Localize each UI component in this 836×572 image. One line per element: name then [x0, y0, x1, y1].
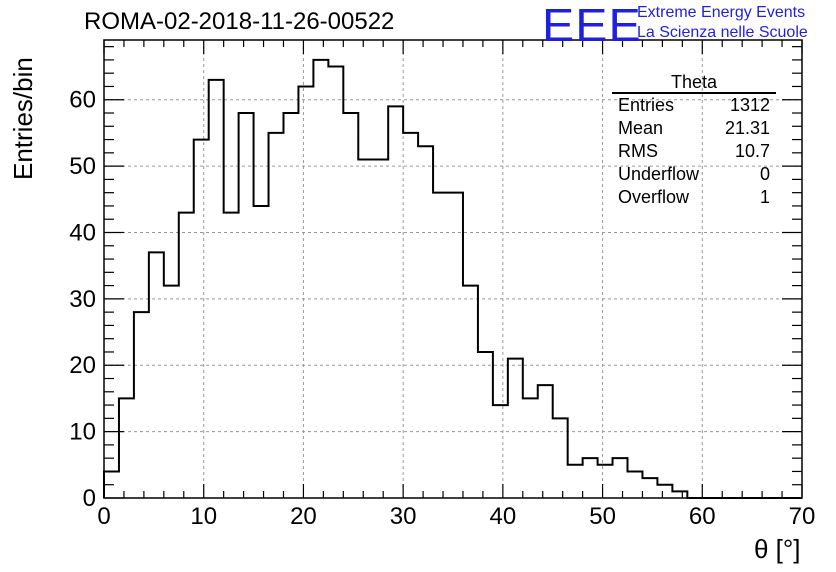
stats-label: RMS: [618, 141, 658, 161]
axis-ticks: [103, 40, 803, 499]
stats-box: Theta Entries 1312 Mean 21.31 RMS 10.7 U…: [612, 72, 776, 209]
x-tick-label: 40: [490, 503, 517, 530]
x-tick-label: 70: [789, 503, 816, 530]
stats-value: 0: [759, 164, 770, 184]
x-tick-label: 30: [390, 503, 417, 530]
y-tick-label: 50: [69, 153, 96, 180]
grid-lines: [104, 40, 802, 498]
x-tick-label: 60: [689, 503, 716, 530]
y-tick-label: 0: [83, 485, 96, 512]
stats-title: Theta: [612, 72, 776, 94]
y-tick-label: 10: [69, 419, 96, 446]
stats-row-mean: Mean 21.31: [612, 117, 776, 140]
stats-value: 10.7: [734, 141, 770, 161]
y-tick-label: 20: [69, 352, 96, 379]
stats-row-underflow: Underflow 0: [612, 163, 776, 186]
stats-label: Overflow: [618, 187, 690, 207]
y-tick-label: 30: [69, 286, 96, 313]
stats-label: Entries: [618, 95, 675, 115]
logo-subtitle-line2: La Scienza nelle Scuole: [637, 24, 808, 41]
y-tick-label: 40: [69, 219, 96, 246]
stats-label: Mean: [618, 118, 664, 138]
histogram-series: [103, 58, 802, 499]
x-tick-label: 20: [290, 503, 317, 530]
stats-value: 1312: [729, 95, 770, 115]
stats-row-rms: RMS 10.7: [612, 140, 776, 163]
x-tick-label: 10: [190, 503, 217, 530]
stats-label: Underflow: [618, 164, 700, 184]
stats-row-overflow: Overflow 1: [612, 186, 776, 209]
chart-title: ROMA-02-2018-11-26-00522: [84, 8, 395, 35]
stats-value: 1: [759, 187, 770, 207]
logo-subtitle-line1: Extreme Energy Events: [637, 4, 806, 21]
x-axis-label: θ [°]: [754, 534, 801, 564]
eee-logo: EEE: [542, 0, 642, 51]
plot-frame: [103, 39, 803, 499]
y-axis-label: Entries/bin: [8, 57, 38, 180]
stats-value: 21.31: [724, 118, 770, 138]
x-tick-label: 0: [97, 503, 110, 530]
stats-row-entries: Entries 1312: [612, 94, 776, 117]
x-tick-label: 50: [589, 503, 616, 530]
y-tick-label: 60: [69, 87, 96, 114]
